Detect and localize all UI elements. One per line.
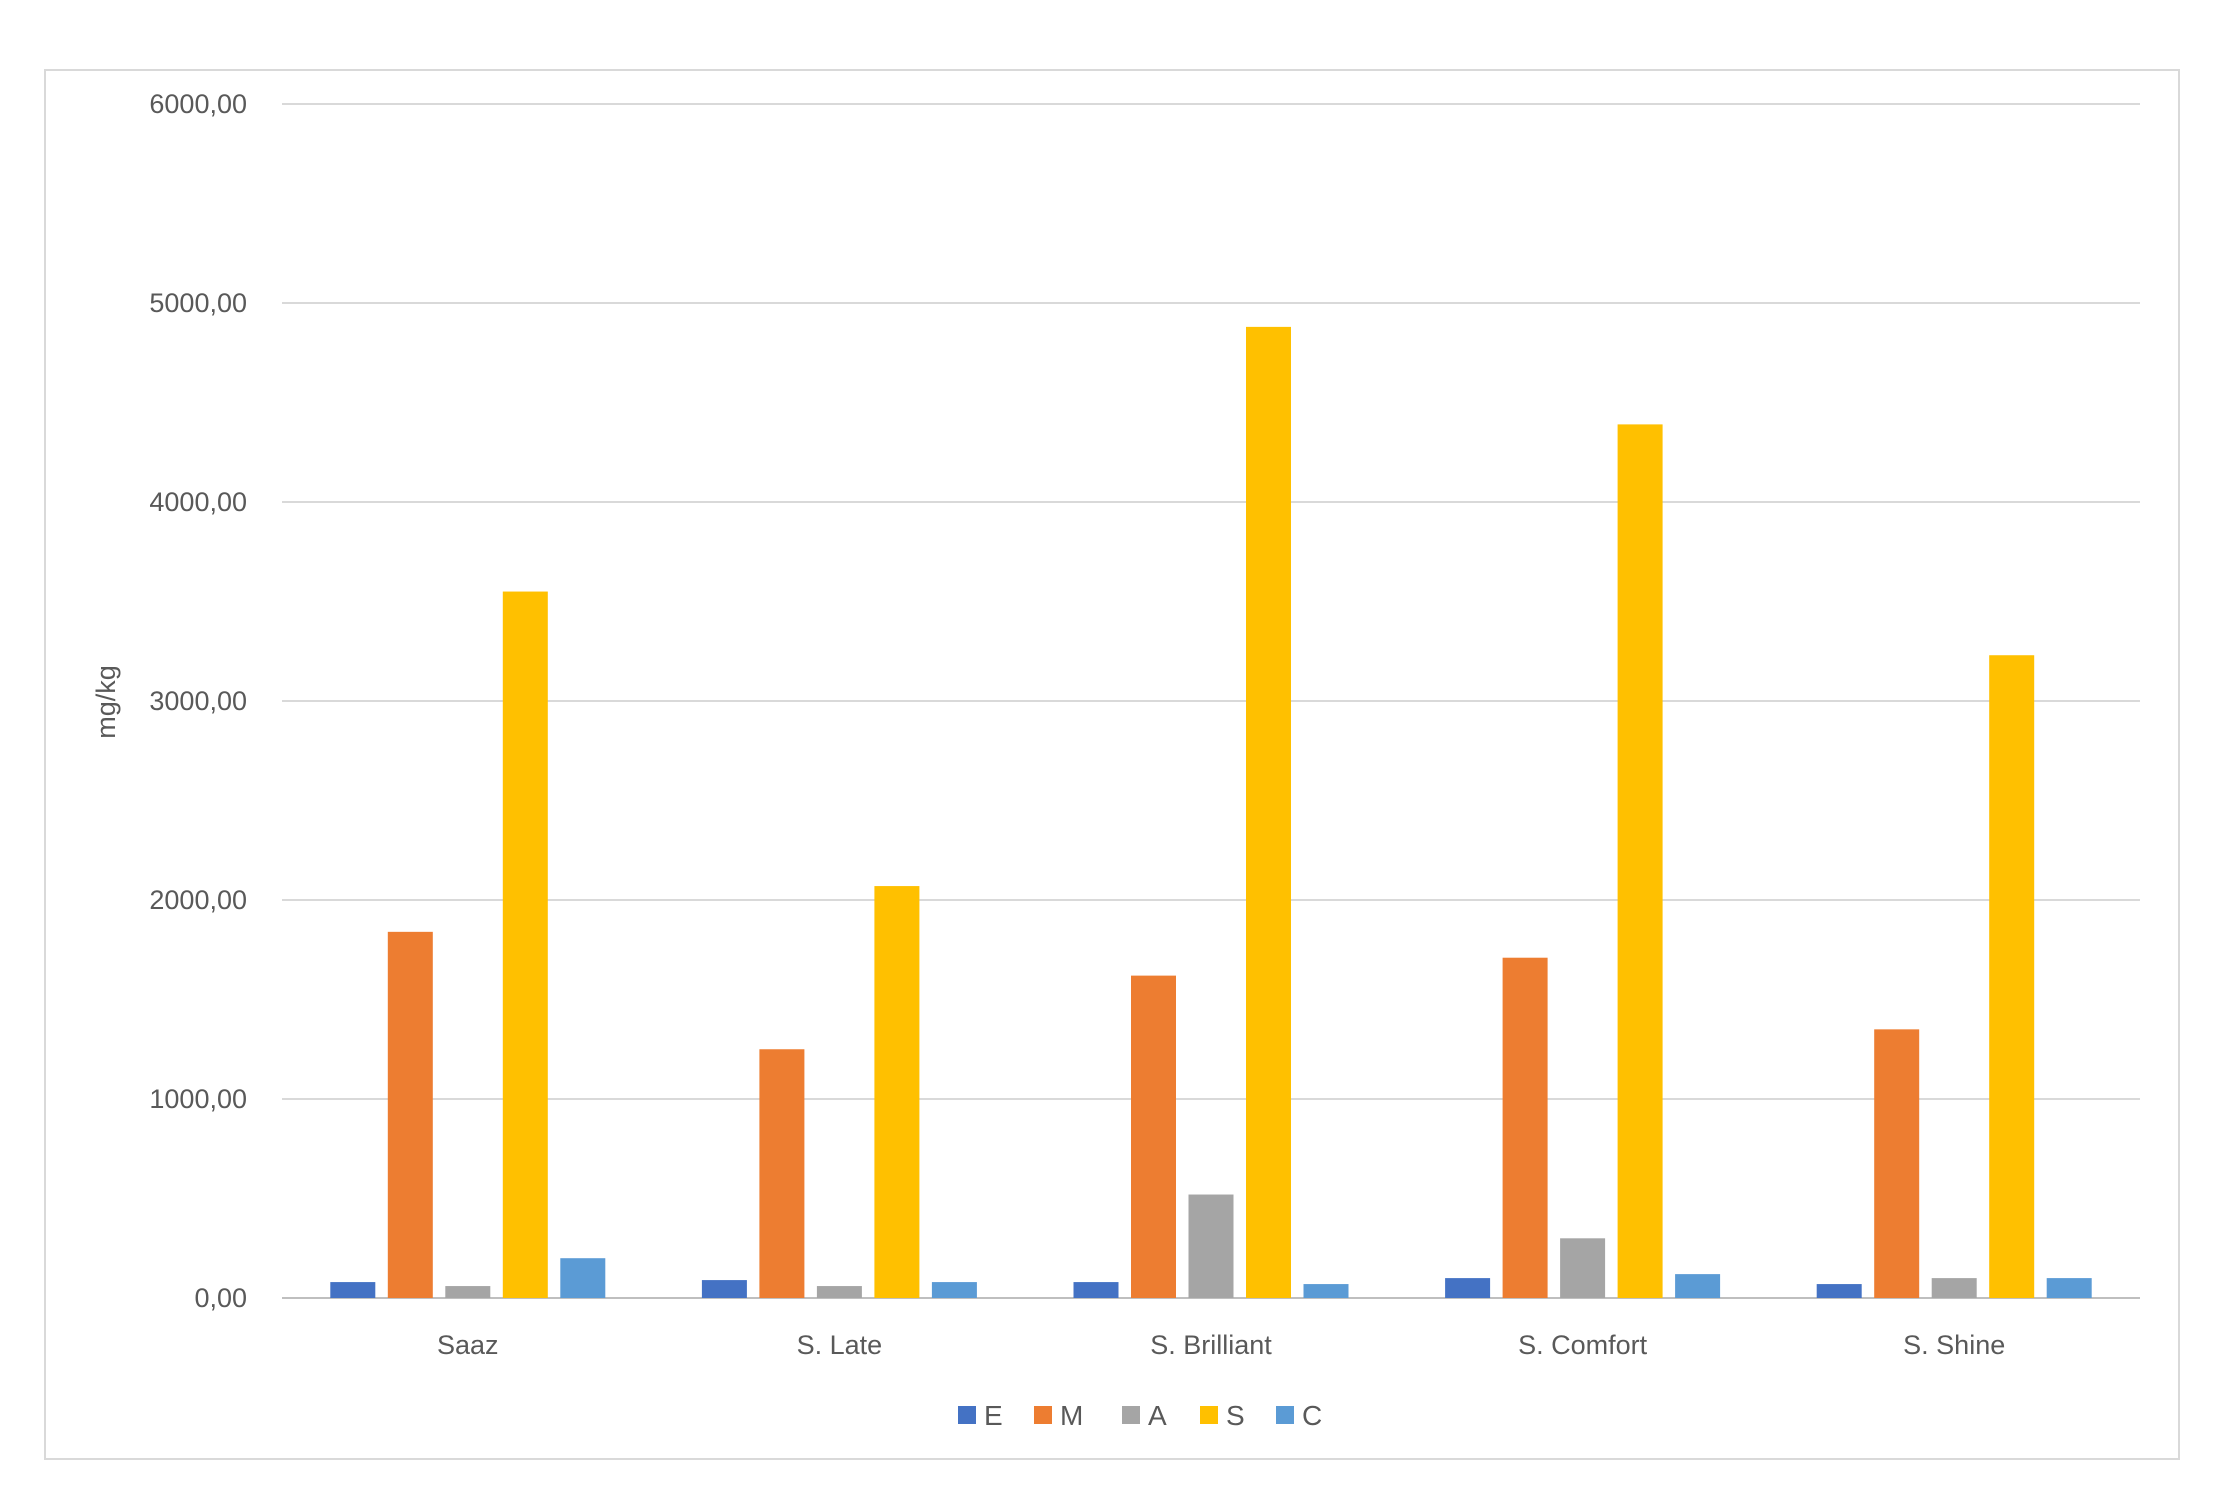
bar-a-s-comfort [1560, 1238, 1606, 1298]
legend-swatch-e [958, 1406, 976, 1424]
x-tick-label: S. Shine [1903, 1330, 2005, 1360]
bar-s-s-late [874, 886, 920, 1298]
bar-c-s-late [931, 1282, 977, 1298]
y-tick-label: 5000,00 [149, 288, 247, 318]
bar-m-s-shine [1874, 1029, 1920, 1298]
x-tick-label: S. Comfort [1518, 1330, 1648, 1360]
bar-a-saaz [445, 1286, 491, 1298]
gridlines [282, 103, 2140, 1299]
bar-m-s-comfort [1502, 957, 1548, 1298]
legend-label-c: C [1302, 1400, 1322, 1431]
bar-e-s-brilliant [1073, 1282, 1119, 1298]
legend-label-s: S [1226, 1400, 1245, 1431]
bar-e-s-comfort [1445, 1278, 1491, 1298]
bars [330, 326, 2092, 1298]
x-tick-label: Saaz [437, 1330, 499, 1360]
y-axis-title: mg/kg [91, 665, 121, 739]
y-tick-label: 0,00 [194, 1283, 247, 1313]
bar-m-saaz [387, 931, 433, 1298]
bar-a-s-brilliant [1188, 1194, 1234, 1298]
bar-s-s-brilliant [1246, 326, 1291, 1298]
bar-c-s-shine [2046, 1278, 2092, 1298]
bar-s-s-shine [1989, 655, 2035, 1298]
bar-e-saaz [330, 1282, 376, 1298]
legend-label-a: A [1148, 1400, 1167, 1431]
bar-m-s-late [759, 1049, 805, 1298]
legend-swatch-s [1200, 1406, 1218, 1424]
x-tick-label: S. Brilliant [1150, 1330, 1272, 1360]
bar-c-saaz [560, 1258, 606, 1298]
bar-s-saaz [502, 591, 548, 1298]
legend-label-m: M [1060, 1400, 1083, 1431]
bar-e-s-shine [1816, 1284, 1862, 1298]
bar-s-s-comfort [1617, 424, 1663, 1298]
bar-c-s-brilliant [1303, 1284, 1349, 1298]
legend-swatch-c [1276, 1406, 1294, 1424]
x-axis-tick-labels: Saaz S. Late S. Brilliant S. Comfort S. Shin… [437, 1330, 2005, 1360]
bar-a-s-late [816, 1286, 862, 1298]
y-tick-label: 6000,00 [149, 89, 247, 119]
bar-e-s-late [701, 1280, 747, 1298]
y-tick-label: 4000,00 [149, 487, 247, 517]
y-tick-label: 3000,00 [149, 686, 247, 716]
y-axis-tick-labels: 0,00 1000,00 2000,00 3000,00 4000,00 5000,00 6… [149, 89, 247, 1313]
legend-label-e: E [984, 1400, 1003, 1431]
bar-m-s-brilliant [1131, 975, 1176, 1298]
legend-swatch-m [1034, 1406, 1052, 1424]
y-tick-label: 2000,00 [149, 885, 247, 915]
bar-a-s-shine [1931, 1278, 1977, 1298]
y-tick-label: 1000,00 [149, 1084, 247, 1114]
legend-swatch-a [1122, 1406, 1140, 1424]
x-tick-label: S. Late [797, 1330, 883, 1360]
bar-c-s-comfort [1675, 1274, 1721, 1298]
